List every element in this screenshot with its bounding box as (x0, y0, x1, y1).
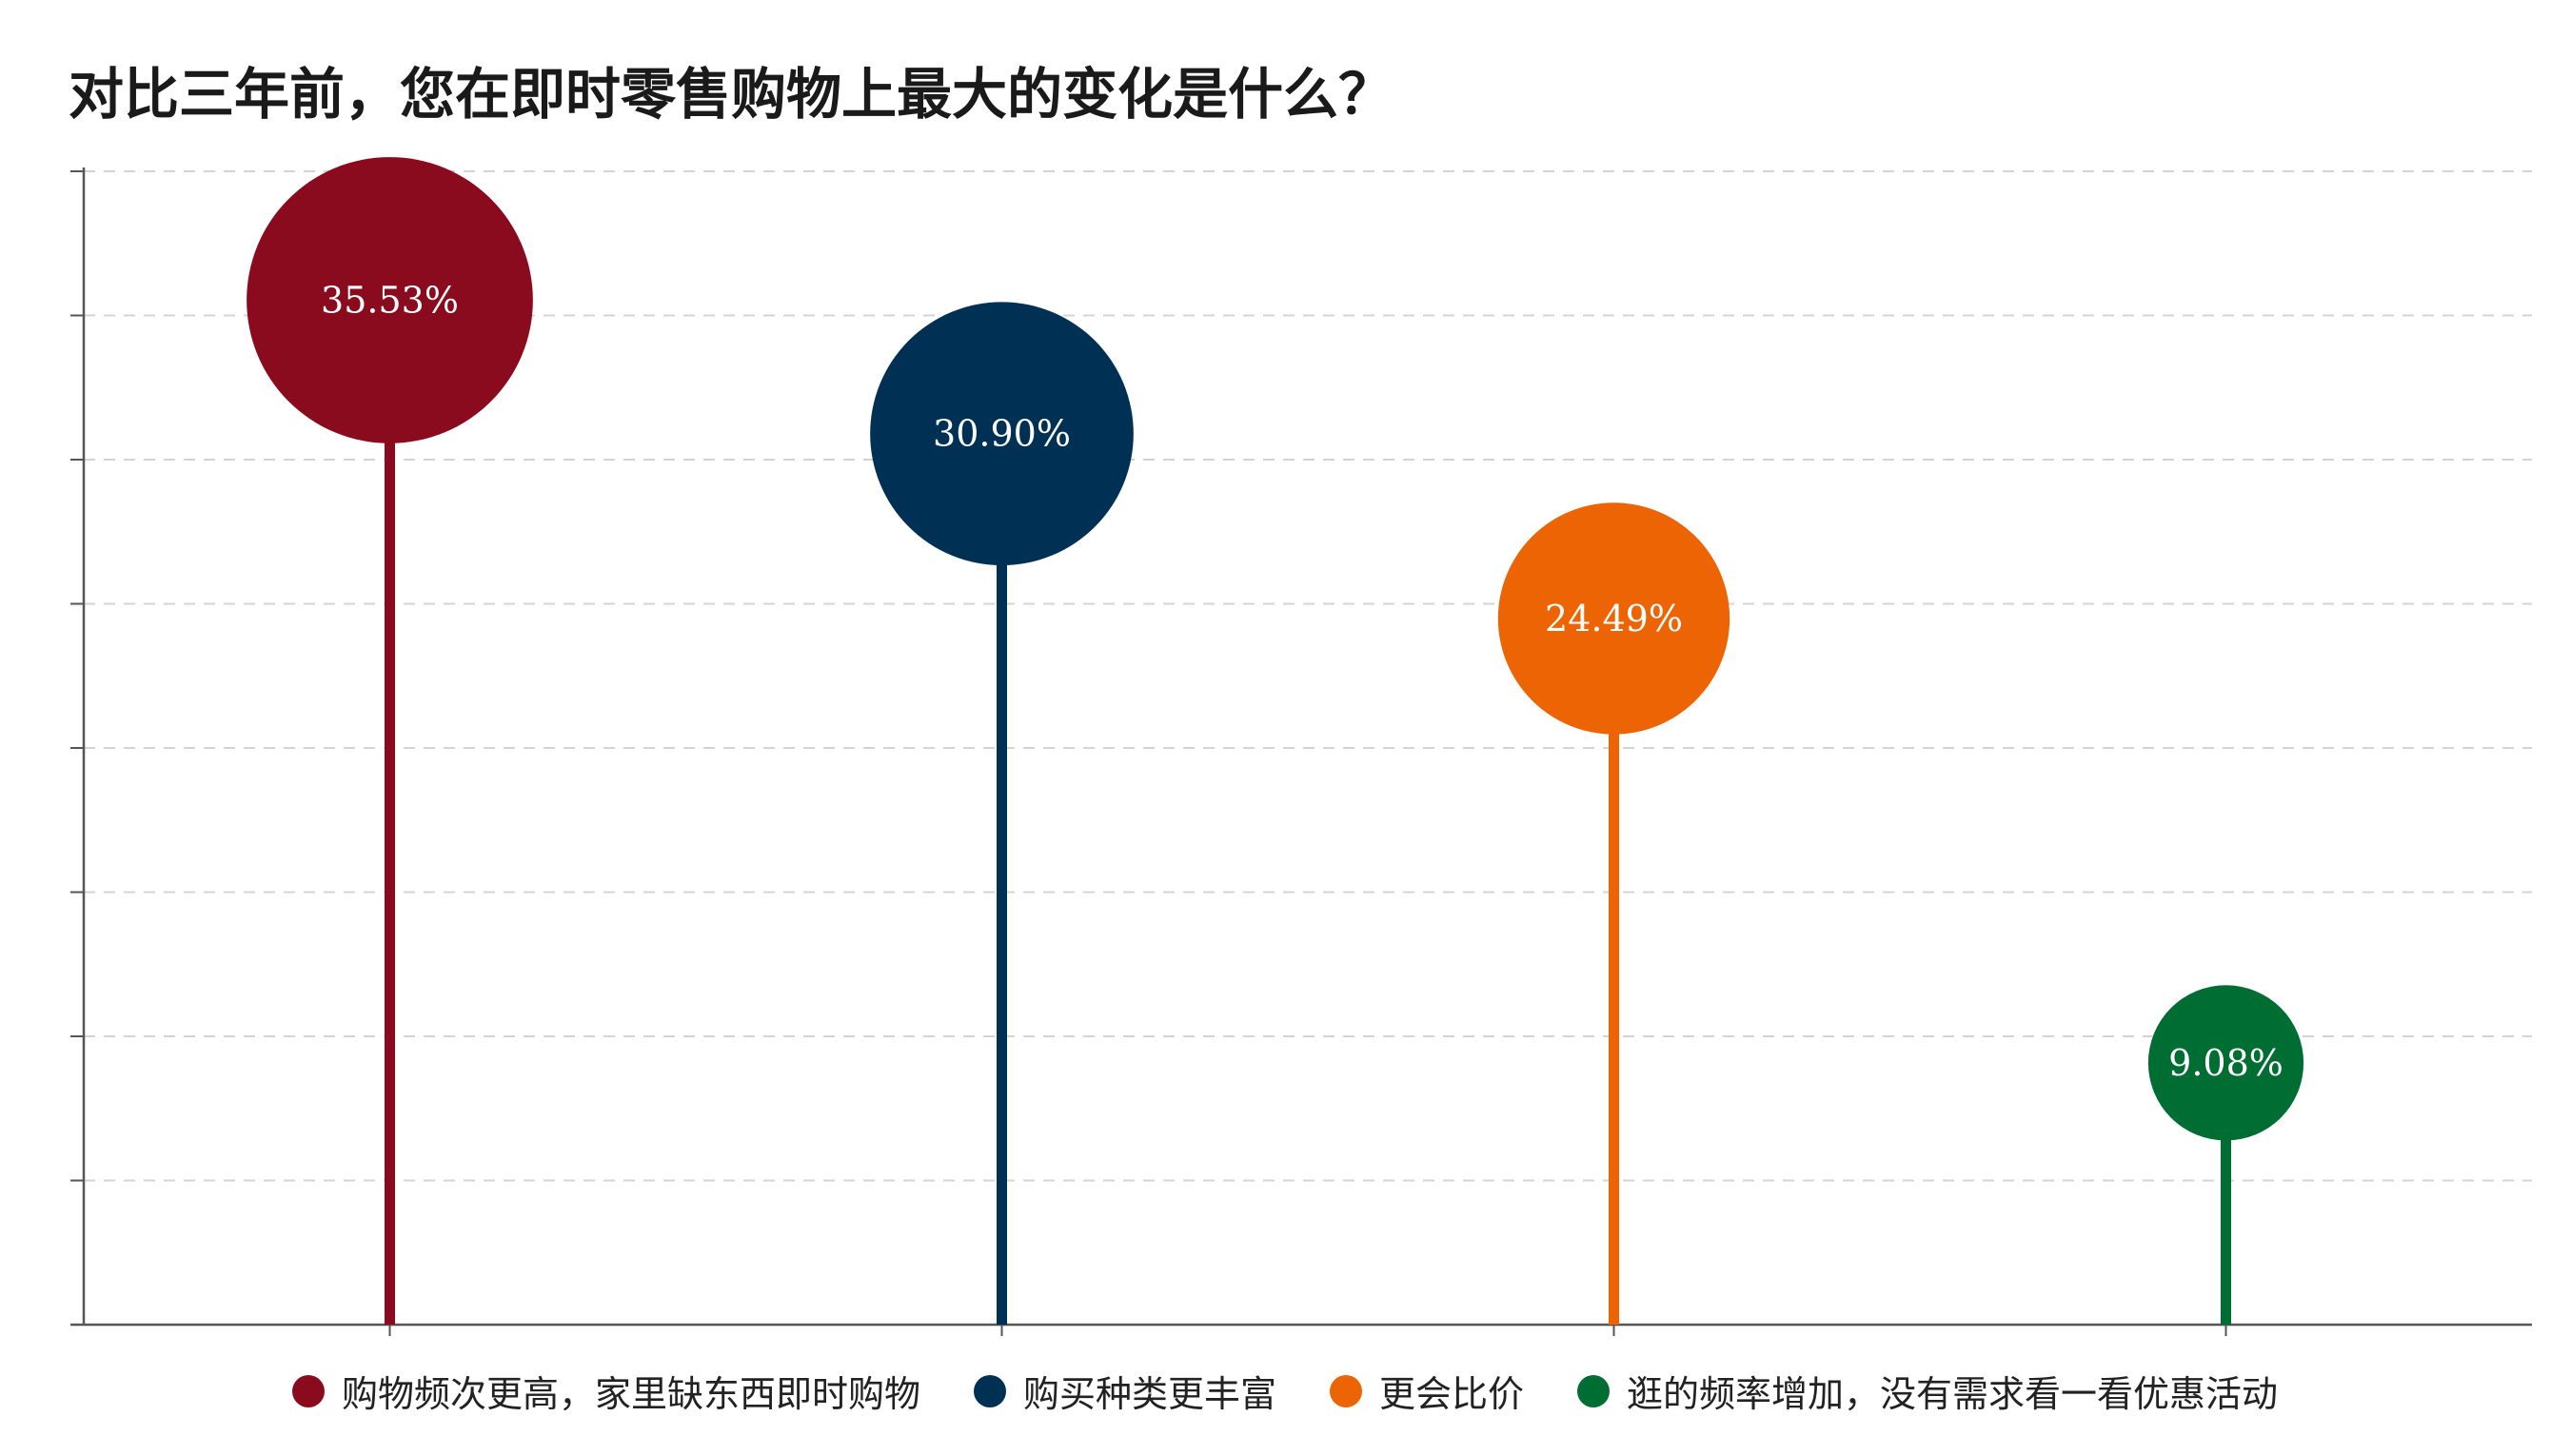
legend-label: 购物频次更高，家里缺东西即时购物 (341, 1373, 920, 1415)
chart-title: 对比三年前，您在即时零售购物上最大的变化是什么？ (69, 62, 1394, 127)
stems (385, 300, 2231, 1325)
legend-item: 购物频次更高，家里缺东西即时购物 (291, 1365, 920, 1417)
legend-item: 更会比价 (1330, 1365, 1524, 1417)
bubbles: 35.53% 30.90% 24.49% 9.08% (247, 157, 2304, 1141)
legend-swatch (1330, 1374, 1362, 1407)
legend-swatch (1577, 1374, 1611, 1407)
data-label: 9.08% (2168, 1042, 2283, 1084)
legend: 购物频次更高，家里缺东西即时购物 购买种类更丰富 更会比价 逛的频率增加，没有需求看一… (0, 1365, 2570, 1417)
legend-swatch (291, 1374, 325, 1407)
lollipop-bubble (247, 157, 533, 443)
data-label: 35.53% (321, 279, 459, 321)
axes (70, 167, 2532, 1336)
legend-label: 更会比价 (1379, 1373, 1525, 1415)
lollipop-bubble (1497, 502, 1730, 735)
lollipop-bubble (2147, 985, 2304, 1141)
data-label: 24.49% (1545, 598, 1683, 639)
gridlines (84, 170, 2532, 1182)
legend-item: 逛的频率增加，没有需求看一看优惠活动 (1577, 1365, 2278, 1417)
legend-swatch (973, 1374, 1006, 1407)
legend-label: 购买种类更丰富 (1022, 1373, 1276, 1415)
data-label: 30.90% (933, 413, 1071, 455)
lollipop-bubble (870, 302, 1134, 566)
legend-label: 逛的频率增加，没有需求看一看优惠活动 (1627, 1373, 2279, 1415)
legend-item: 购买种类更丰富 (973, 1365, 1276, 1417)
